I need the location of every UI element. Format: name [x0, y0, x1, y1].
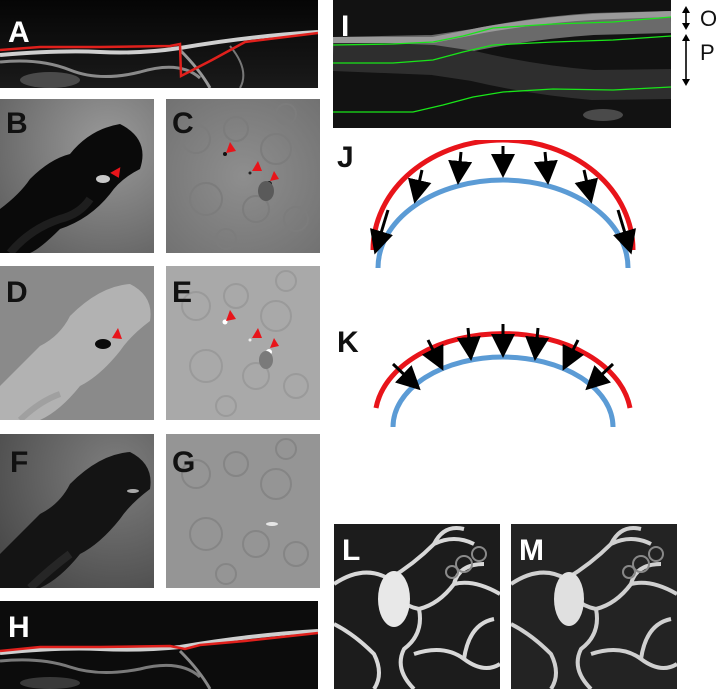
- panel-label-b: B: [6, 107, 28, 140]
- panel-label-f: F: [10, 446, 29, 479]
- panel-f: F: [0, 434, 154, 588]
- panel-d: D: [0, 266, 154, 420]
- red-arrowhead-c3: [270, 171, 279, 181]
- contour-line-h: [0, 631, 318, 653]
- panel-e: E: [166, 266, 320, 420]
- panel-label-g: G: [172, 446, 196, 479]
- panel-label-e: E: [172, 276, 193, 309]
- panel-label-d: D: [6, 276, 28, 309]
- panel-b: B: [0, 99, 154, 253]
- green-layer-top: [333, 16, 671, 46]
- layer-label-o: O: [700, 6, 718, 31]
- red-arrowhead-d: [112, 328, 122, 339]
- red-arrowhead-b: [110, 167, 121, 178]
- inner-arc-j: [375, 177, 631, 269]
- green-layer-mid: [333, 35, 671, 64]
- red-arrowhead-c2: [252, 161, 262, 171]
- panel-a: A: [0, 0, 318, 88]
- panel-k-diagram: [373, 324, 633, 428]
- red-arrowhead-e1: [226, 310, 236, 321]
- panel-label-a: A: [8, 16, 30, 49]
- outer-arc-j: [370, 140, 636, 251]
- layer-label-p: P: [700, 40, 715, 65]
- green-layer-bottom: [333, 86, 671, 113]
- panel-c: C: [166, 99, 320, 253]
- panel-label-h: H: [8, 611, 30, 644]
- panel-label-c: C: [172, 107, 194, 140]
- contour-line-a: [0, 31, 318, 79]
- panel-l: L: [334, 524, 500, 689]
- inner-arc-k: [390, 354, 616, 428]
- panel-i: I: [333, 0, 671, 128]
- red-arrowhead-e3: [270, 338, 279, 348]
- red-arrowhead-c1: [226, 142, 236, 153]
- panel-j-diagram: [369, 140, 637, 269]
- panel-m: M: [511, 524, 677, 689]
- panel-label-l: L: [342, 534, 361, 567]
- panel-label-i: I: [341, 10, 350, 43]
- panel-label-m: M: [519, 534, 544, 567]
- panel-label-k: K: [337, 326, 359, 359]
- red-arrowhead-e2: [252, 328, 262, 338]
- panel-label-j: J: [337, 141, 354, 174]
- panel-h: H: [0, 601, 318, 689]
- layer-span-arrows: [682, 6, 690, 86]
- panel-g: G: [166, 434, 320, 588]
